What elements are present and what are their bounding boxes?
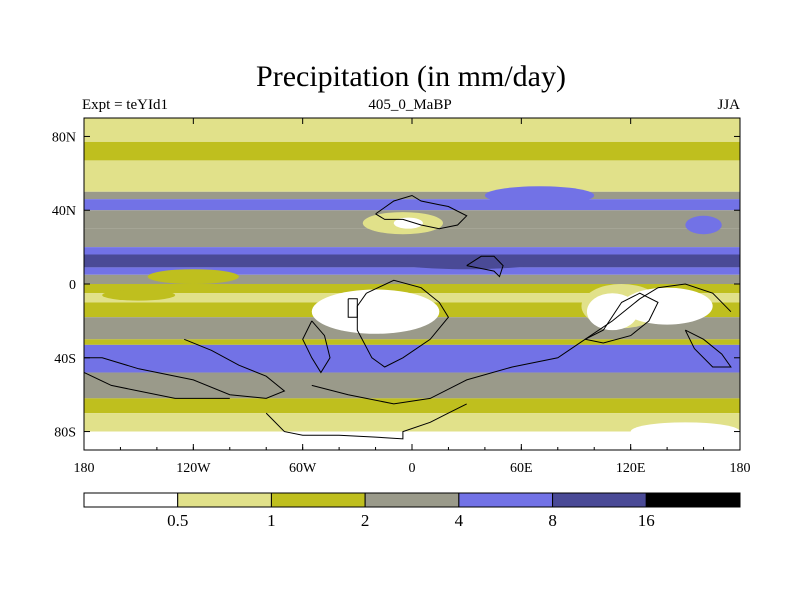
precip-patch-2	[621, 287, 713, 325]
precip-band-16	[84, 344, 740, 373]
continent-outlines	[84, 194, 732, 440]
precip-band-0	[84, 118, 740, 142]
season-label: JJA	[717, 97, 740, 113]
precip-patch-0	[311, 289, 440, 334]
precip-band-10	[84, 274, 740, 284]
colorbar-label-4: 8	[548, 511, 557, 530]
precip-band-18	[84, 398, 740, 414]
precip-band-11	[84, 284, 740, 294]
precip-band-4	[84, 199, 740, 211]
precip-band-20	[84, 431, 740, 450]
coastline-5	[84, 338, 286, 399]
colorbar-swatch-6	[645, 492, 741, 508]
colorbar-label-2: 2	[361, 511, 370, 530]
y-tick-label-2: 0	[69, 278, 76, 293]
colorbar-swatch-4	[458, 492, 554, 508]
colorbar-swatch-1	[177, 492, 272, 508]
precip-patch-6	[484, 186, 595, 205]
coastline-10	[84, 372, 230, 399]
x-tick-label-4: 60E	[510, 461, 533, 476]
colorbar-swatch-3	[364, 492, 460, 508]
coastline-0	[375, 194, 468, 230]
colorbar-label-3: 4	[455, 511, 464, 530]
precip-patch-3	[586, 293, 638, 331]
coastline-8	[584, 292, 659, 344]
colorbar-swatch-5	[552, 492, 647, 508]
precip-patch-9	[393, 254, 540, 270]
x-axis: 180 120W 60W 0 60E 120E 180	[74, 118, 751, 476]
x-tick-label-3: 0	[409, 461, 416, 476]
colorbar-swatch-0	[83, 492, 179, 508]
precip-band-2	[84, 160, 740, 192]
precip-patch-11	[630, 422, 740, 441]
precip-patch-5	[393, 217, 423, 229]
x-tick-label-6: 180	[730, 461, 751, 476]
y-tick-label-1: 40N	[52, 204, 76, 219]
precip-band-1	[84, 141, 740, 161]
colorbar: 0.5 1 2 4 8 16	[83, 492, 741, 530]
colorbar-label-5: 16	[638, 511, 655, 530]
y-tick-label-4: 80S	[54, 426, 76, 441]
y-axis: 80N 40N 0 40S 80S	[52, 130, 740, 441]
precip-band-6	[84, 228, 740, 248]
precip-patch-10	[102, 289, 176, 301]
chart-titles: Precipitation (in mm/day) Expt = teYId1 …	[82, 60, 740, 113]
coastline-1	[466, 255, 504, 278]
precipitation-field	[84, 118, 740, 450]
y-tick-label-3: 40S	[54, 352, 76, 367]
experiment-label: Expt = teYId1	[82, 97, 168, 113]
precip-band-15	[84, 339, 740, 345]
x-tick-label-1: 120W	[176, 461, 211, 476]
y-tick-label-0: 80N	[52, 130, 76, 145]
colorbar-label-1: 1	[267, 511, 276, 530]
colorbar-swatch-2	[270, 492, 366, 508]
precip-band-17	[84, 372, 740, 399]
precip-band-9	[84, 267, 740, 275]
coastline-9	[684, 329, 732, 368]
x-tick-label-2: 60W	[289, 461, 317, 476]
x-tick-label-0: 180	[74, 461, 95, 476]
period-label: 405_0_MaBP	[368, 97, 451, 113]
precip-patch-8	[147, 269, 239, 284]
x-tick-label-5: 120E	[616, 461, 646, 476]
precip-patch-7	[685, 215, 722, 235]
precip-band-19	[84, 413, 740, 432]
colorbar-label-0: 0.5	[167, 511, 188, 530]
chart-title: Precipitation (in mm/day)	[256, 60, 566, 93]
precip-band-7	[84, 247, 740, 255]
coastline-7	[265, 403, 467, 440]
coastline-4	[302, 320, 331, 374]
coastline-2	[356, 279, 450, 368]
coastline-3	[347, 298, 358, 318]
coastline-6	[311, 283, 732, 405]
